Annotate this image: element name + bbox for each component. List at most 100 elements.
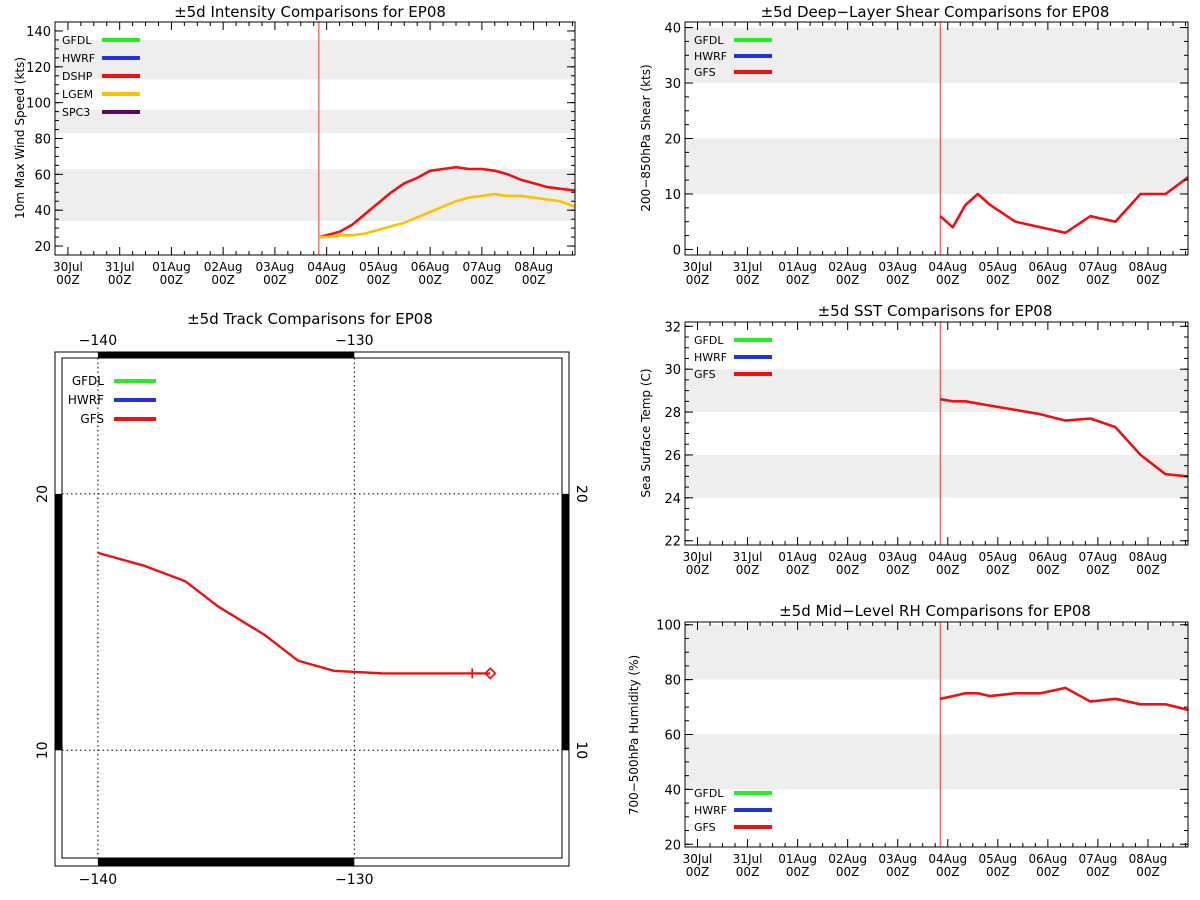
shear-chart: 30Jul00Z31Jul00Z01Aug00Z02Aug00Z03Aug00Z… (639, 3, 1189, 287)
legend-label-gfdl: GFDL (72, 374, 104, 388)
x-tick-label-day: 02Aug (828, 550, 867, 564)
x-tick-label-day: 08Aug (514, 260, 553, 274)
y-tick-label: 40 (34, 204, 51, 219)
y-tick-label: 20 (664, 133, 681, 148)
y-tick-label: 30 (664, 77, 681, 92)
x-tick-label-day: 30Jul (53, 260, 83, 274)
x-tick-label-hour: 00Z (522, 273, 546, 287)
x-tick-label-hour: 00Z (736, 563, 760, 577)
y-tick-label: 20 (34, 240, 51, 255)
chart-title: ±5d Deep−Layer Shear Comparisons for EP0… (761, 3, 1110, 21)
shaded-band (685, 624, 1188, 680)
y-tick-label: 10 (664, 188, 681, 203)
shaded-band (55, 39, 575, 80)
y-tick-label: 140 (26, 25, 51, 40)
x-tick-label-day: 07Aug (1079, 260, 1118, 274)
x-tick-label-day: 06Aug (411, 260, 450, 274)
intensity-chart: 30Jul00Z31Jul00Z01Aug00Z02Aug00Z03Aug00Z… (13, 3, 576, 287)
x-tick-label-hour: 00Z (786, 273, 810, 287)
chart-title: ±5d Track Comparisons for EP08 (187, 310, 433, 328)
shaded-band (685, 454, 1188, 498)
x-tick-label-hour: 00Z (470, 273, 494, 287)
x-tick-label-hour: 00Z (736, 865, 760, 879)
track-start-marker (483, 667, 497, 680)
x-tick-label-hour: 00Z (1136, 865, 1160, 879)
x-tick-label-hour: 00Z (986, 563, 1010, 577)
x-tick-label-hour: 00Z (786, 563, 810, 577)
series-line-lgem (318, 192, 576, 239)
legend-label-gfs: GFS (694, 821, 716, 834)
map-outer-frame (54, 351, 570, 867)
x-tick-label-hour: 00Z (56, 273, 80, 287)
lat-label-left: 10 (35, 741, 51, 759)
x-tick-label-day: 07Aug (463, 260, 502, 274)
x-tick-label-day: 30Jul (683, 260, 713, 274)
y-tick-label: 30 (664, 363, 681, 378)
map-border-segment (97, 352, 355, 358)
x-tick-label-hour: 00Z (686, 865, 710, 879)
x-tick-label-hour: 00Z (686, 563, 710, 577)
x-tick-label-day: 08Aug (1129, 852, 1168, 866)
y-axis-label: 200−850hPa Shear (kts) (639, 64, 653, 211)
map-inner-frame (61, 357, 563, 859)
x-tick-label-hour: 00Z (211, 273, 235, 287)
map-border-segment (97, 858, 355, 866)
x-tick-label-hour: 00Z (315, 273, 339, 287)
series-line-gfs (940, 686, 1189, 712)
x-tick-label-hour: 00Z (686, 273, 710, 287)
x-tick-label-day: 02Aug (828, 260, 867, 274)
x-tick-label-hour: 00Z (886, 563, 910, 577)
track-chart: ±5d Track Comparisons for EP08 −140 −140 −1… (35, 310, 589, 888)
legend-label-hwrf: HWRF (62, 52, 95, 65)
shaded-band (685, 734, 1188, 790)
x-tick-label-day: 03Aug (878, 260, 917, 274)
y-tick-label: 20 (664, 838, 681, 853)
x-tick-label-hour: 00Z (263, 273, 287, 287)
y-tick-label: 60 (34, 168, 51, 183)
y-tick-label: 40 (664, 22, 681, 37)
x-tick-label-hour: 00Z (986, 865, 1010, 879)
x-tick-label-hour: 00Z (986, 273, 1010, 287)
x-tick-label-hour: 00Z (936, 273, 960, 287)
shaded-band (685, 369, 1188, 413)
x-tick-label-hour: 00Z (1036, 273, 1060, 287)
x-tick-label-day: 04Aug (928, 852, 967, 866)
legend-label-hwrf: HWRF (694, 804, 727, 817)
x-tick-label-hour: 00Z (786, 865, 810, 879)
x-tick-label-hour: 00Z (108, 273, 132, 287)
x-tick-label-hour: 00Z (1086, 865, 1110, 879)
lon-label-top: −130 (335, 333, 373, 349)
x-tick-label-day: 03Aug (256, 260, 295, 274)
lon-label-bottom: −130 (335, 872, 373, 888)
map-border-segment (55, 493, 62, 751)
x-tick-label-hour: 00Z (367, 273, 391, 287)
legend-label-gfdl: GFDL (694, 34, 724, 47)
x-tick-label-day: 06Aug (1029, 260, 1068, 274)
legend-label-dshp: DSHP (62, 70, 93, 83)
x-tick-label-day: 04Aug (928, 550, 967, 564)
y-tick-label: 100 (26, 97, 51, 112)
x-tick-label-day: 05Aug (359, 260, 398, 274)
x-tick-label-hour: 00Z (936, 563, 960, 577)
y-tick-label: 32 (664, 320, 681, 335)
x-tick-label-hour: 00Z (418, 273, 442, 287)
x-tick-label-day: 31Jul (733, 852, 763, 866)
x-tick-label-day: 31Jul (733, 550, 763, 564)
lon-label-bottom: −140 (79, 872, 117, 888)
x-tick-label-day: 07Aug (1079, 852, 1118, 866)
x-tick-label-hour: 00Z (1086, 563, 1110, 577)
x-tick-label-hour: 00Z (1136, 273, 1160, 287)
lat-label-right: 10 (573, 741, 589, 759)
x-tick-label-day: 08Aug (1129, 260, 1168, 274)
x-tick-label-hour: 00Z (836, 273, 860, 287)
x-tick-label-hour: 00Z (836, 563, 860, 577)
y-tick-label: 100 (656, 619, 681, 634)
x-tick-label-hour: 00Z (886, 273, 910, 287)
y-tick-label: 120 (26, 61, 51, 76)
x-tick-label-hour: 00Z (736, 273, 760, 287)
chart-title: ±5d SST Comparisons for EP08 (818, 302, 1053, 320)
y-axis-label: Sea Surface Temp (C) (639, 368, 653, 497)
x-tick-label-day: 02Aug (204, 260, 243, 274)
shaded-band (55, 109, 575, 134)
x-tick-label-hour: 00Z (1136, 563, 1160, 577)
